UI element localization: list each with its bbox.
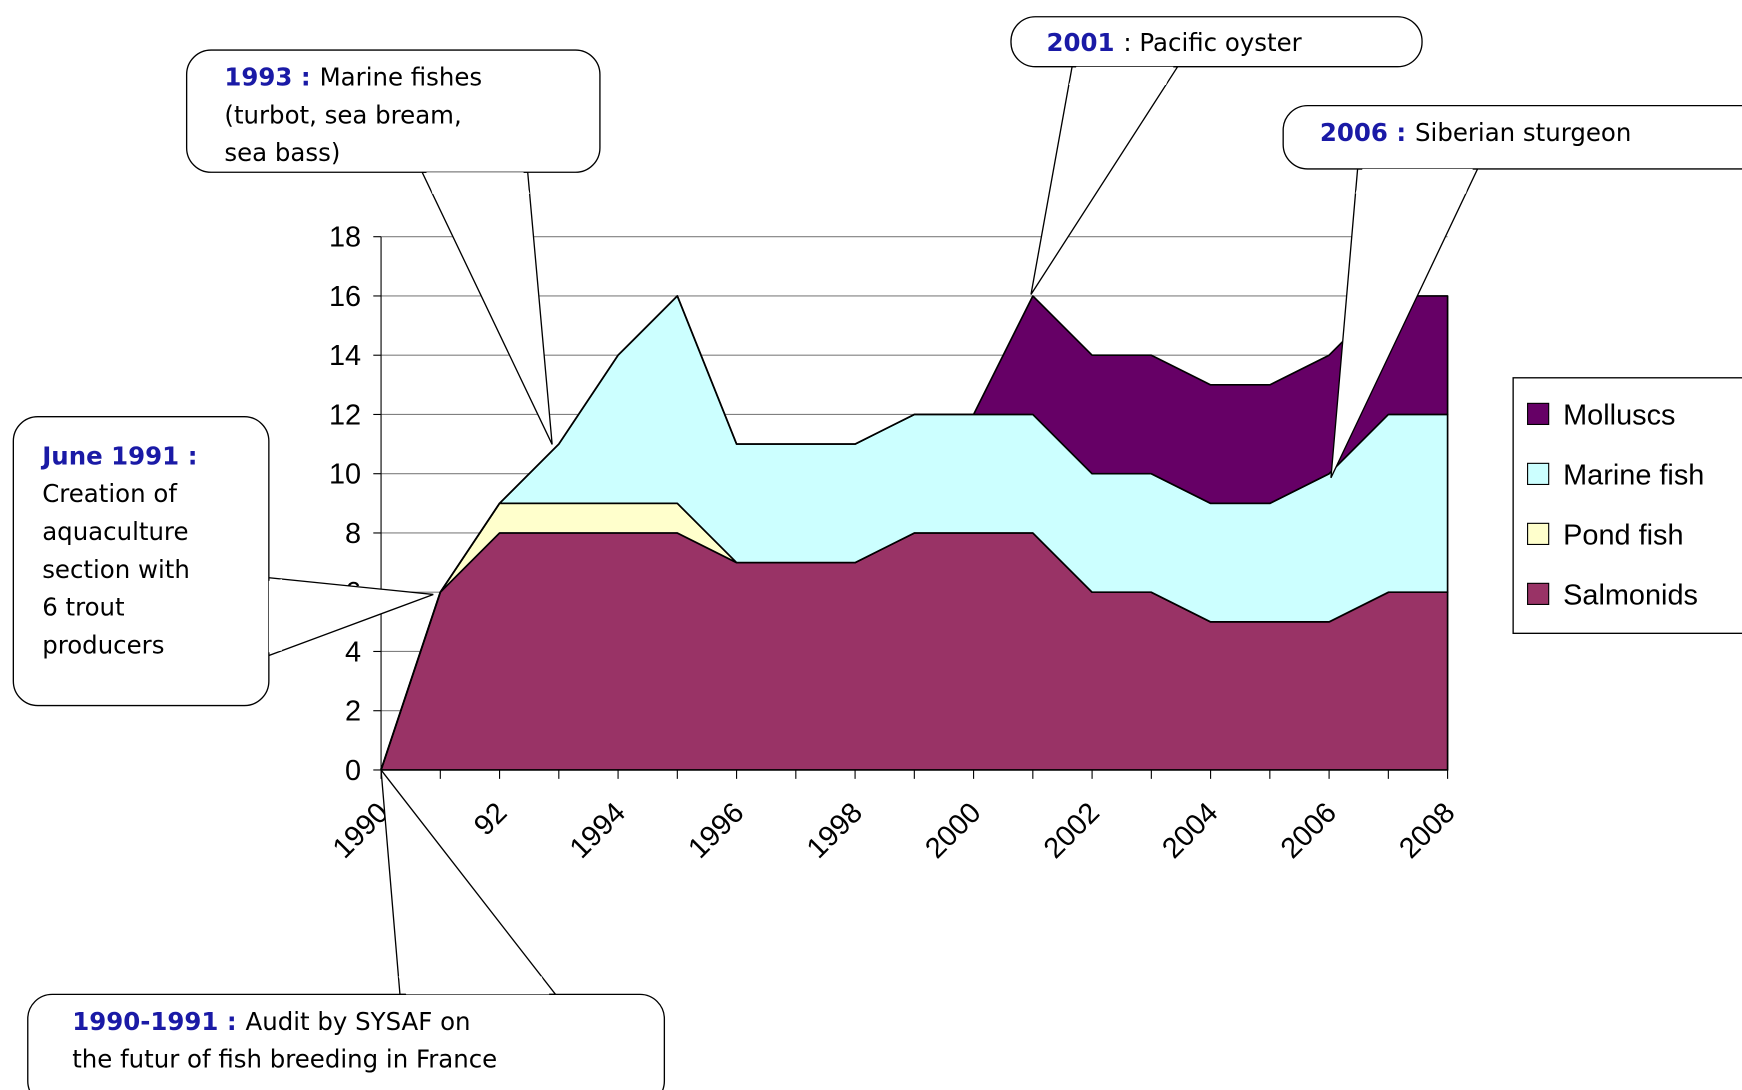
callout-joint [1355, 168, 1473, 194]
legend-label: Pond fish [1563, 519, 1683, 551]
area [380, 295, 1449, 771]
callout-box [185, 49, 601, 173]
callout-text: 1993 : Marine fishes (turbot, sea bream, se… [224, 63, 482, 168]
y-tick-label: 10 [329, 459, 361, 491]
callout-year: 2006 : [1320, 118, 1406, 147]
y-tick-label: 12 [329, 399, 361, 431]
x-tick-label: 1994 [564, 797, 632, 865]
y-tick-label: 18 [329, 222, 361, 254]
x-tick-label: 2002 [1038, 797, 1106, 865]
callout-text: 2001 : Pacific oyster [1047, 28, 1303, 57]
legend-swatch [1527, 582, 1550, 605]
callout-box [27, 993, 666, 1090]
callout-line: (turbot, sea bream, [224, 100, 461, 129]
legend-label: Molluscs [1563, 399, 1675, 431]
callout-line: 6 trout [42, 593, 124, 622]
callout-year: 2001 [1047, 28, 1115, 57]
legend-swatch [1527, 402, 1550, 426]
x-tick-label: 1998 [801, 797, 869, 865]
callout-text: June 1991 : Creation of aquaculture section… [40, 441, 197, 659]
callout-text: 2006 : Siberian sturgeon [1320, 118, 1632, 147]
y-tick-label: 2 [345, 696, 361, 728]
callout-joint [426, 172, 530, 195]
legend-label: Marine fish [1563, 459, 1704, 491]
callout-pointer [421, 171, 553, 445]
legend-label: Salmonids [1563, 579, 1698, 611]
callout-year: 1993 : [224, 63, 310, 92]
callout-joint [1068, 66, 1174, 85]
legend-swatch [1527, 462, 1550, 486]
callout-box [12, 416, 270, 707]
callout-year: June 1991 : [40, 441, 197, 470]
callout-line: section with [42, 555, 190, 584]
legend-swatch [1527, 522, 1550, 545]
callout-line: : Pacific oyster [1123, 28, 1302, 57]
callout-line: Creation of [42, 479, 178, 508]
callout-box [1010, 16, 1423, 68]
callout-pointer [380, 767, 557, 996]
y-tick-label: 0 [345, 755, 361, 787]
callout-line: the futur of fish breeding in France [72, 1045, 497, 1074]
callout-line: aquaculture [42, 517, 188, 546]
callout-box [1282, 104, 1742, 170]
callout-text: 1990-1991 : Audit by SYSAF on the futur of… [72, 1007, 497, 1074]
callout-year: 1990-1991 : [72, 1007, 236, 1036]
annotations: 1993 : Marine fishes (turbot, sea bream, se… [12, 16, 1742, 1090]
x-tick-label: 2006 [1275, 797, 1343, 865]
legend [1512, 377, 1742, 634]
y-tick-label: 16 [329, 281, 361, 313]
x-tick-label: 1996 [682, 797, 750, 865]
x-tick-label: 2000 [919, 797, 987, 865]
y-tick-label: 8 [345, 518, 361, 550]
y-tick-label: 14 [329, 340, 361, 372]
callout-line: Marine fishes [320, 63, 483, 92]
callout-pointer [1030, 66, 1179, 295]
callout-line: producers [42, 630, 164, 659]
callout-line: Siberian sturgeon [1415, 118, 1631, 147]
callout-joint [268, 579, 283, 653]
callout-line: sea bass) [224, 138, 340, 167]
callout-joint [398, 976, 550, 995]
y-tick-label: 4 [345, 636, 361, 668]
x-tick-label: 92 [468, 797, 513, 842]
x-tick-label: 2008 [1393, 797, 1461, 865]
x-tick-label: 2004 [1156, 797, 1224, 865]
callout-line: Audit by SYSAF on [246, 1007, 471, 1036]
